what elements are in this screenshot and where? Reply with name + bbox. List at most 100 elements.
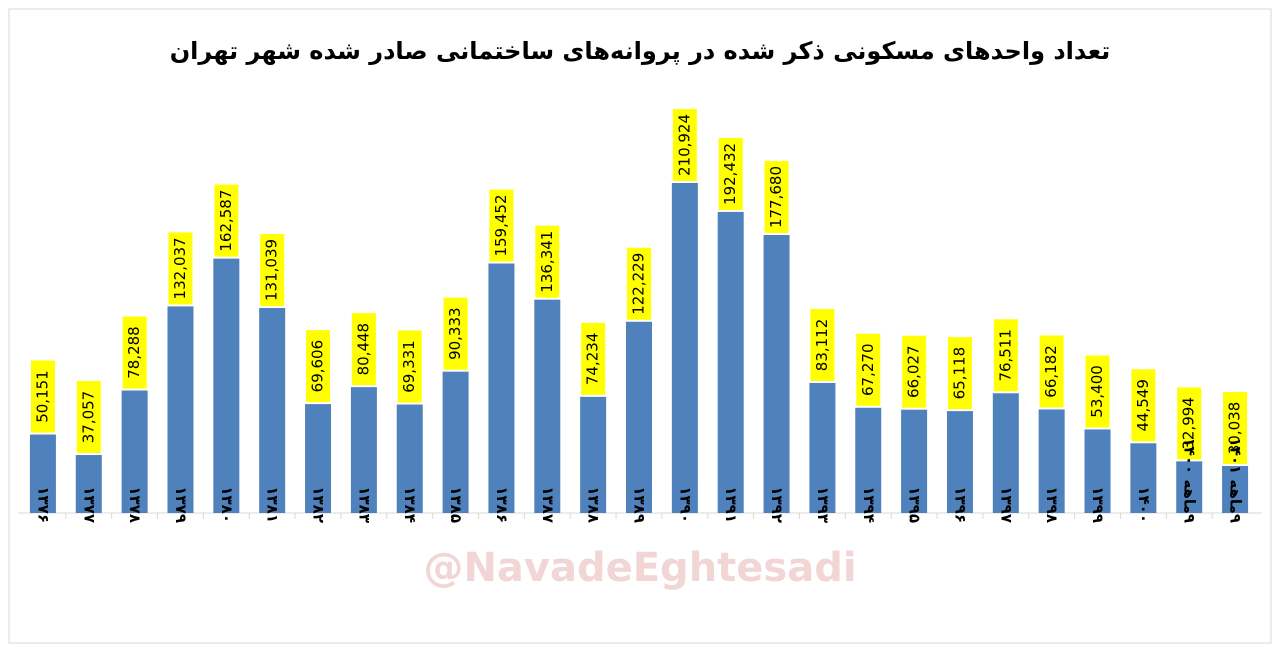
label-box bbox=[1177, 387, 1202, 460]
x-tick-label: ۱۳۹۱ bbox=[722, 486, 740, 523]
x-tick-label: ۱۳۹۶ bbox=[951, 486, 969, 523]
x-tick-label: ۱۳۷۶ bbox=[34, 486, 52, 523]
value-label: 136,341 bbox=[538, 231, 556, 293]
bar bbox=[855, 407, 882, 513]
value-label: 30,038 bbox=[1226, 402, 1244, 455]
label-box bbox=[214, 184, 239, 257]
bar bbox=[121, 390, 148, 513]
value-label: 50,151 bbox=[33, 370, 51, 423]
label-box bbox=[1039, 335, 1064, 408]
value-label: 69,606 bbox=[309, 340, 327, 393]
value-label: 122,229 bbox=[630, 253, 648, 315]
value-label: 132,037 bbox=[171, 237, 189, 299]
value-label: 162,587 bbox=[217, 190, 235, 252]
x-tick-label: ۱۳۷۸ bbox=[126, 486, 144, 523]
x-tick-label: ۱۳۸۸ bbox=[585, 486, 603, 523]
x-tick-label: ۱۳۷۹ bbox=[172, 486, 190, 523]
x-tick-label: ۱۳۹۳ bbox=[814, 486, 832, 523]
bar bbox=[305, 404, 332, 513]
value-label: 159,452 bbox=[492, 195, 510, 257]
x-tick-label: ۱۴۰۰ bbox=[1135, 486, 1153, 523]
label-box bbox=[581, 322, 606, 395]
label-box bbox=[397, 330, 422, 403]
value-label: 53,400 bbox=[1088, 365, 1106, 418]
label-box bbox=[1223, 392, 1248, 465]
bar bbox=[1130, 443, 1157, 513]
bar bbox=[1222, 466, 1249, 513]
value-label: 76,511 bbox=[996, 329, 1014, 382]
x-tick-label: ۱۳۸۳ bbox=[355, 486, 373, 523]
value-label: 192,432 bbox=[721, 143, 739, 205]
label-box bbox=[627, 247, 651, 320]
value-label: 78,288 bbox=[125, 326, 143, 379]
x-tick-label: ۹ماهه ۱۴۰۱ bbox=[1227, 438, 1245, 523]
label-box bbox=[260, 233, 285, 306]
label-box bbox=[856, 333, 881, 406]
bar bbox=[442, 371, 469, 513]
label-box bbox=[122, 316, 147, 389]
x-tick-label: ۱۳۹۹ bbox=[1089, 486, 1107, 523]
x-tick-label: ۱۳۸۵ bbox=[447, 486, 465, 523]
x-tick-label: ۱۳۹۵ bbox=[906, 486, 924, 523]
bar bbox=[992, 393, 1019, 513]
x-tick-label: ۱۳۹۷ bbox=[997, 486, 1015, 523]
bar bbox=[167, 306, 194, 513]
x-tick-label: ۱۳۸۰ bbox=[218, 486, 236, 523]
chart-title: تعداد واحدهای مسکونی ذکر شده در پروانه‌ه… bbox=[170, 37, 1111, 65]
label-box bbox=[902, 335, 927, 408]
label-box bbox=[993, 319, 1018, 392]
label-box bbox=[672, 109, 697, 181]
bar bbox=[75, 455, 102, 513]
value-label: 65,118 bbox=[950, 347, 968, 400]
label-box bbox=[443, 297, 468, 370]
label-box bbox=[1085, 355, 1110, 428]
bar bbox=[901, 409, 928, 513]
label-box bbox=[764, 161, 789, 234]
x-tick-label: ۱۳۹۲ bbox=[768, 486, 786, 523]
bar bbox=[1176, 461, 1203, 513]
bar bbox=[946, 411, 973, 513]
value-label: 131,039 bbox=[263, 239, 281, 301]
value-label: 32,994 bbox=[1180, 397, 1198, 450]
x-tick-label: ۱۳۹۴ bbox=[860, 486, 878, 523]
x-tick-label: ۱۳۸۷ bbox=[539, 486, 557, 523]
label-box bbox=[76, 381, 101, 454]
value-label: 90,333 bbox=[446, 307, 464, 360]
label-box bbox=[810, 308, 835, 381]
label-box bbox=[718, 137, 743, 210]
x-tick-label: ۱۳۹۰ bbox=[676, 486, 694, 523]
bar bbox=[1084, 429, 1111, 513]
value-label: 66,027 bbox=[905, 345, 923, 398]
bar bbox=[671, 183, 698, 513]
watermark: @NavadeEghtesadi bbox=[423, 545, 856, 591]
value-label: 74,234 bbox=[584, 333, 602, 386]
label-box bbox=[1131, 369, 1156, 442]
value-label: 69,331 bbox=[400, 340, 418, 393]
bar bbox=[29, 434, 56, 513]
label-box bbox=[30, 360, 55, 433]
x-tick-label: ۱۳۸۶ bbox=[493, 486, 511, 523]
x-tick-label: ۱۳۹۸ bbox=[1043, 486, 1061, 523]
bar bbox=[809, 382, 836, 513]
label-box bbox=[535, 225, 560, 298]
value-label: 80,448 bbox=[354, 323, 372, 376]
x-tick-label: ۹ماهه ۱۴۰۰ bbox=[1181, 438, 1199, 523]
value-label: 37,057 bbox=[79, 391, 97, 444]
bar bbox=[534, 299, 561, 513]
bar bbox=[1038, 409, 1065, 513]
bar bbox=[396, 404, 423, 513]
x-tick-label: ۱۳۸۲ bbox=[310, 486, 328, 523]
x-tick-label: ۱۳۸۴ bbox=[401, 486, 419, 523]
x-tick-label: ۱۳۷۷ bbox=[80, 486, 98, 523]
value-label: 44,549 bbox=[1134, 379, 1152, 432]
bar bbox=[259, 307, 286, 513]
label-box bbox=[489, 189, 514, 262]
bar bbox=[763, 235, 790, 513]
bar bbox=[717, 211, 744, 513]
label-box bbox=[947, 337, 972, 410]
label-box bbox=[306, 330, 331, 403]
bar bbox=[350, 387, 377, 513]
label-box bbox=[168, 232, 193, 305]
value-label: 210,924 bbox=[675, 114, 693, 176]
